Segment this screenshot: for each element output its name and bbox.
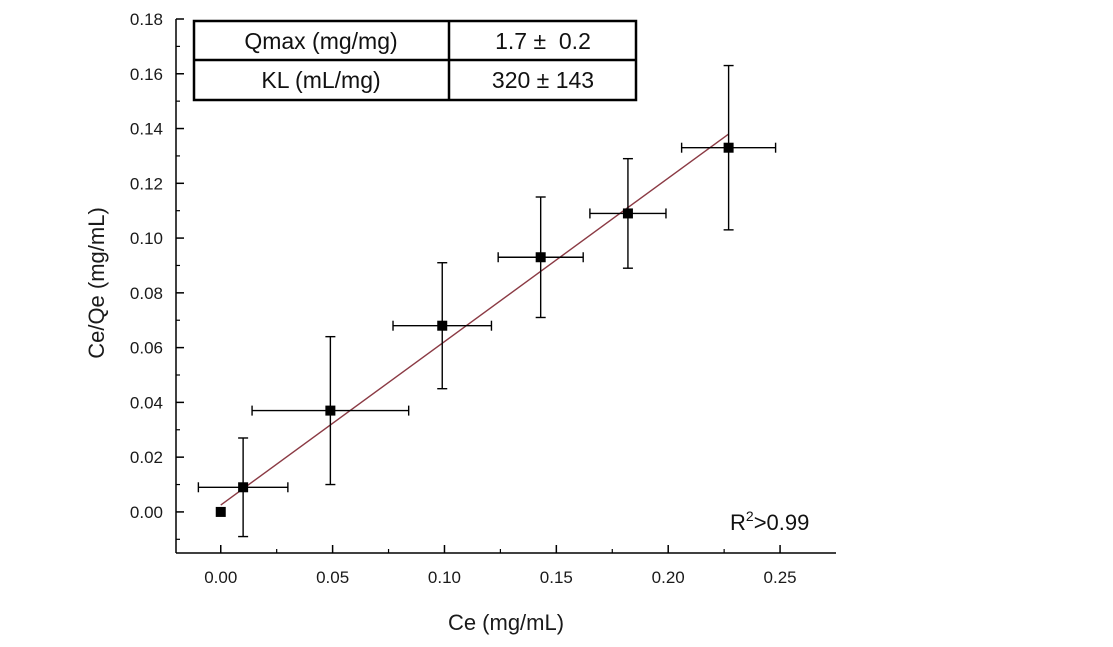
r-squared-annotation: R2>0.99 — [730, 508, 809, 535]
y-tick-label: 0.12 — [130, 174, 163, 193]
data-point — [215, 506, 226, 517]
y-tick-label: 0.16 — [130, 65, 163, 84]
y-tick-label: 0.08 — [130, 284, 163, 303]
x-tick-label: 0.25 — [764, 568, 797, 587]
fit-line — [220, 133, 730, 506]
y-tick-label: 0.04 — [130, 393, 163, 412]
data-point — [622, 208, 633, 219]
table-kl-label: KL (mL/mg) — [261, 67, 380, 93]
y-tick-label: 0.00 — [130, 503, 163, 522]
table-kl-value: 320 ± 143 — [492, 67, 594, 93]
fit-line-group — [220, 133, 730, 506]
y-tick-label: 0.06 — [130, 339, 163, 358]
y-tick-label: 0.10 — [130, 229, 163, 248]
table-qmax-label: Qmax (mg/mg) — [244, 28, 397, 54]
ticks: 0.00 0.02 0.04 0.06 0.08 0.10 0.12 0.14 0.16 0.18… — [130, 10, 797, 587]
parameter-table: Qmax (mg/mg) 1.7 ± 0.2 KL (mL/mg) 320 ± … — [192, 19, 638, 102]
x-axis-title: Ce (mg/mL) — [448, 610, 564, 635]
y-tick-label: 0.18 — [130, 10, 163, 29]
y-tick-label: 0.14 — [130, 120, 163, 139]
data-point — [437, 320, 448, 331]
axes — [175, 19, 836, 554]
data-point — [325, 405, 336, 416]
y-tick-label: 0.02 — [130, 448, 163, 467]
x-tick-label: 0.15 — [540, 568, 573, 587]
data-markers — [215, 142, 734, 517]
data-point — [535, 252, 546, 263]
data-point — [723, 142, 734, 153]
x-tick-label: 0.00 — [204, 568, 237, 587]
error-bars — [197, 64, 777, 538]
x-tick-label: 0.20 — [652, 568, 685, 587]
r2-suffix: >0.99 — [754, 510, 810, 535]
table-qmax-value: 1.7 ± 0.2 — [495, 28, 591, 54]
x-tick-label: 0.05 — [316, 568, 349, 587]
data-point — [238, 482, 249, 493]
y-axis-title: Ce/Qe (mg/mL) — [84, 207, 109, 359]
x-tick-label: 0.10 — [428, 568, 461, 587]
r2-superscript: 2 — [746, 508, 754, 524]
r2-prefix: R — [730, 510, 746, 535]
